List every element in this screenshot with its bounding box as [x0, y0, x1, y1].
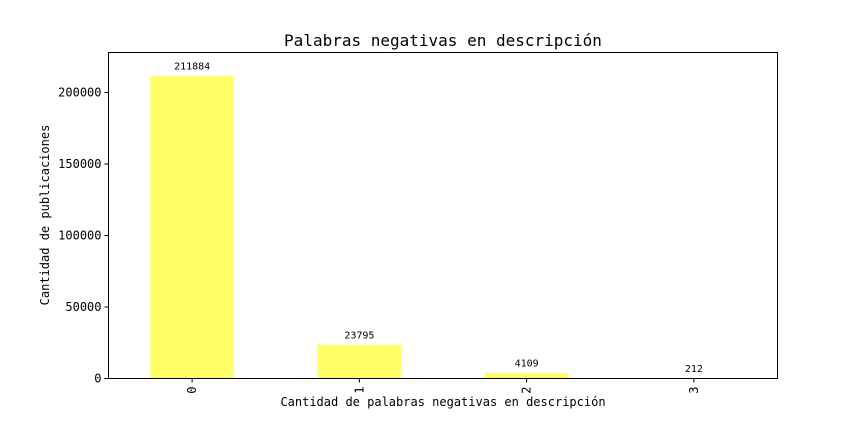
- x-axis: 0 1 2 3: [185, 378, 701, 394]
- data-label-3: 212: [685, 364, 703, 375]
- data-labels-group: 211884 23795 4109 212: [174, 62, 703, 376]
- y-axis: 0 50000 100000 150000 200000: [58, 86, 109, 386]
- data-label-0: 211884: [174, 62, 210, 73]
- plot-frame: [108, 52, 778, 379]
- data-label-2: 4109: [515, 359, 539, 370]
- x-tick-label-0: 0: [185, 387, 199, 394]
- bar-1: [317, 344, 402, 379]
- data-label-1: 23795: [344, 330, 374, 341]
- y-tick-label-200000: 200000: [58, 86, 101, 100]
- chart-title: Palabras negativas en descripción: [284, 31, 602, 50]
- y-tick-label-150000: 150000: [58, 157, 101, 171]
- y-tick-label-50000: 50000: [65, 300, 101, 314]
- x-tick-label-2: 2: [520, 387, 534, 394]
- bar-0: [150, 75, 234, 379]
- y-tick-label-0: 0: [94, 372, 101, 386]
- bars-group: [150, 75, 736, 379]
- bar-2: [484, 372, 569, 379]
- y-axis-label: Cantidad de publicaciones: [38, 125, 52, 306]
- x-axis-label: Cantidad de palabras negativas en descri…: [280, 395, 605, 409]
- y-tick-label-100000: 100000: [58, 229, 101, 243]
- x-tick-label-3: 3: [687, 387, 701, 394]
- x-tick-label-1: 1: [352, 387, 366, 394]
